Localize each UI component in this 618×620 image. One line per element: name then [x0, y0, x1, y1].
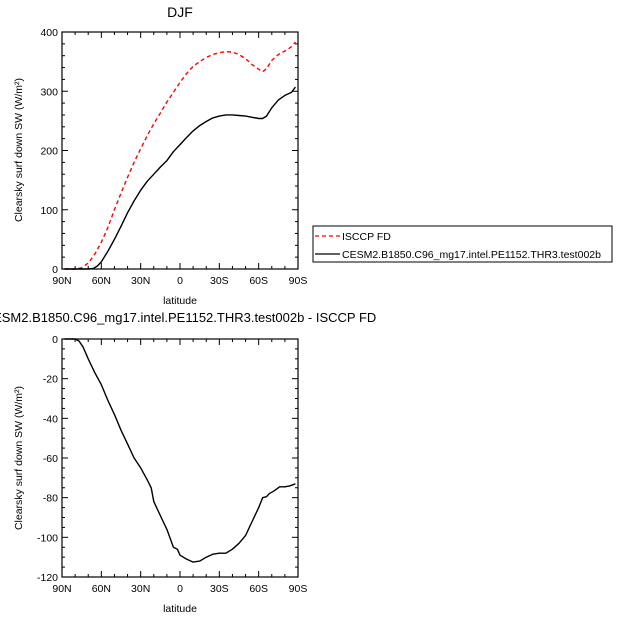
x-tick-label: 30S: [210, 275, 229, 287]
y-tick-label: -100: [37, 532, 58, 544]
y-tick-label: 300: [40, 86, 58, 98]
y-tick-label: -80: [43, 493, 58, 505]
legend-label-isccp: ISCCP FD: [342, 231, 391, 243]
x-tick-label: 90N: [52, 583, 71, 595]
y-tick-label: -120: [37, 572, 58, 584]
x-tick-label: 60N: [92, 583, 111, 595]
x-tick-label: 90S: [289, 583, 308, 595]
legend-label-model: CESM2.B1850.C96_mg17.intel.PE1152.THR3.t…: [342, 249, 601, 261]
y-tick-label: 200: [40, 146, 58, 158]
x-tick-label: 0: [177, 583, 183, 595]
x-tick-label: 0: [177, 275, 183, 287]
x-tick-label: 90N: [52, 275, 71, 287]
x-tick-label: 60N: [92, 275, 111, 287]
bottom-xlabel: latitude: [163, 603, 197, 615]
x-tick-label: 60S: [249, 275, 268, 287]
top-ylabel: Clearsky surf down SW (W/m²): [13, 78, 25, 222]
bottom-ylabel: Clearsky surf down SW (W/m²): [13, 386, 25, 530]
legend: ISCCP FD CESM2.B1850.C96_mg17.intel.PE11…: [312, 225, 613, 263]
y-tick-label: 0: [52, 264, 58, 276]
y-tick-label: 100: [40, 205, 58, 217]
x-tick-label: 60S: [249, 583, 268, 595]
x-tick-label: 30S: [210, 583, 229, 595]
y-tick-label: 0: [52, 334, 58, 346]
x-tick-label: 90S: [289, 275, 308, 287]
y-tick-label: -20: [43, 374, 58, 386]
bottom-panel: CESM2.B1850.C96_mg17.intel.PE1152.THR3.t…: [0, 310, 376, 615]
y-tick-label: -60: [43, 453, 58, 465]
top-panel: DJF latitude Clearsky surf down SW (W/m²…: [13, 4, 307, 307]
y-tick-label: -40: [43, 413, 58, 425]
x-tick-label: 30N: [131, 275, 150, 287]
series-line-1: [64, 86, 296, 270]
series-line-0: [64, 338, 296, 563]
plot-frame: [61, 338, 299, 578]
series-line-0: [64, 41, 296, 270]
top-title: DJF: [167, 4, 193, 20]
plot-frame: [61, 31, 299, 270]
legend-box: [312, 225, 613, 263]
y-tick-label: 400: [40, 27, 58, 39]
x-tick-label: 30N: [131, 583, 150, 595]
top-xlabel: latitude: [163, 295, 197, 307]
bottom-title: CESM2.B1850.C96_mg17.intel.PE1152.THR3.t…: [0, 310, 376, 325]
